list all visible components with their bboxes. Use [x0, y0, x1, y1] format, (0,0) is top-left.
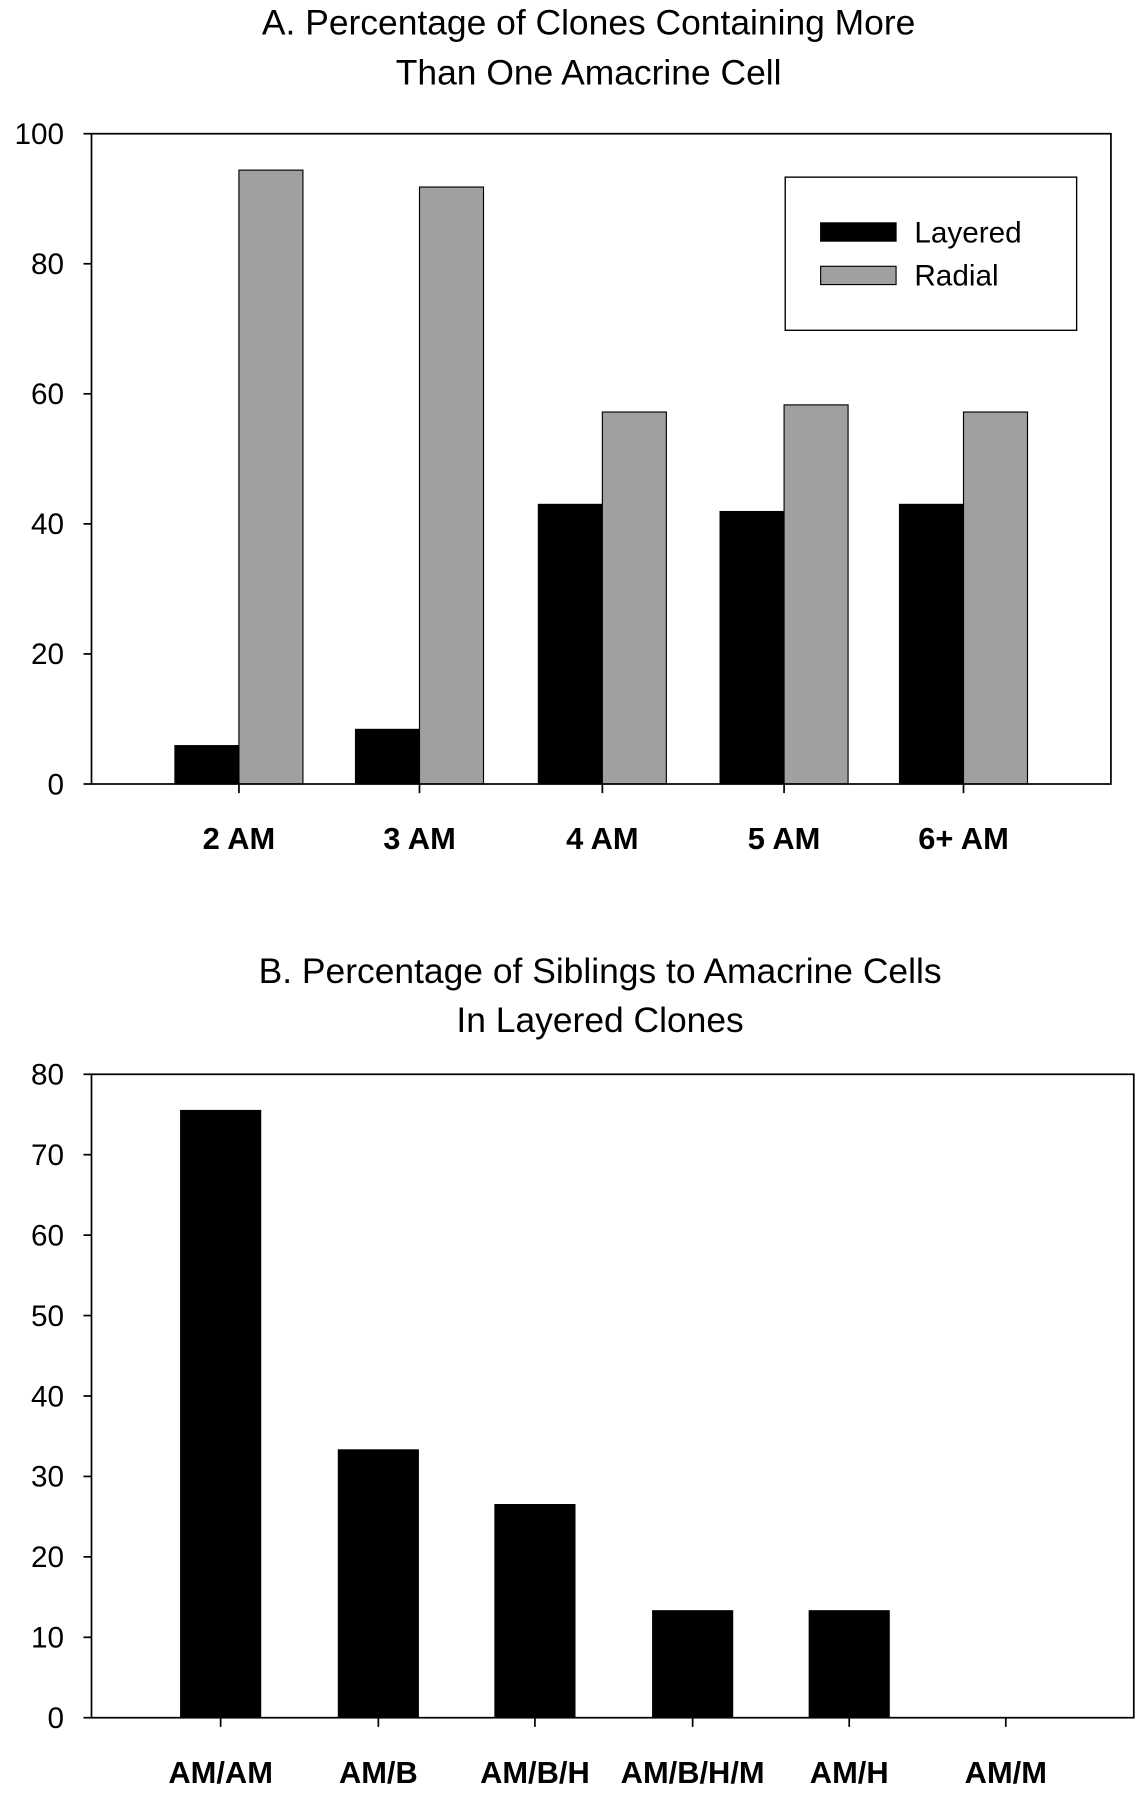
legend-label-radial: Radial: [914, 260, 998, 293]
x-tick-label: AM/H: [810, 1755, 889, 1790]
chart-title-line: A. Percentage of Clones Containing More: [262, 2, 915, 42]
legend-swatch-layered: [820, 222, 897, 242]
bar-radial-3-am: [418, 186, 485, 785]
bar-radial-2-am: [238, 169, 304, 785]
y-tick-label: 10: [31, 1622, 64, 1655]
y-tick-label: 80: [31, 248, 64, 281]
x-tick-label: 4 AM: [566, 821, 639, 856]
chart-title-line: In Layered Clones: [456, 1000, 743, 1040]
x-tick-label: AM/B/H/M: [621, 1755, 765, 1790]
x-tick-label: AM/B/H: [480, 1755, 590, 1790]
x-tick-label: 3 AM: [383, 821, 456, 856]
bar-layered-2-am: [174, 745, 240, 785]
bar-layered-4-am: [537, 503, 603, 785]
plot-frame: [90, 132, 1112, 785]
x-tick-label: AM/AM: [168, 1755, 273, 1790]
bar-layered-am-b-h-m: [652, 1610, 734, 1719]
y-tick-label: 70: [31, 1139, 64, 1172]
legend-label-layered: Layered: [914, 216, 1021, 249]
bar-layered-am-b: [337, 1449, 419, 1719]
y-tick-label: 50: [31, 1300, 64, 1333]
y-tick-label: 20: [31, 638, 64, 671]
y-tick-label: 60: [31, 1219, 64, 1252]
y-tick-label: 0: [48, 1702, 65, 1735]
bar-radial-5-am: [783, 404, 849, 785]
bar-radial-4-am: [601, 411, 667, 785]
bar-layered-6-am: [898, 503, 965, 785]
y-tick-label: 40: [31, 1380, 64, 1413]
bar-layered-5-am: [719, 510, 785, 785]
legend-swatch-radial: [820, 265, 897, 286]
y-tick-label: 100: [15, 118, 65, 151]
legend-box: [784, 176, 1078, 331]
bar-layered-am-h: [808, 1610, 890, 1719]
y-tick-label: 30: [31, 1461, 64, 1494]
y-tick-label: 40: [31, 508, 64, 541]
bar-layered-am-am: [180, 1109, 262, 1719]
chart-title-line: Than One Amacrine Cell: [396, 53, 782, 93]
x-tick-label: 6+ AM: [918, 821, 1009, 856]
bar-radial-6-am: [962, 411, 1029, 785]
bar-layered-am-b-h: [494, 1504, 576, 1719]
y-tick-label: 60: [31, 378, 64, 411]
chart-title-line: B. Percentage of Siblings to Amacrine Ce…: [259, 951, 942, 991]
y-tick-label: 80: [31, 1059, 64, 1092]
y-tick-label: 20: [31, 1541, 64, 1574]
x-tick-label: 2 AM: [203, 821, 276, 856]
x-tick-label: AM/B: [339, 1755, 418, 1790]
x-tick-label: 5 AM: [748, 821, 821, 856]
x-tick-label: AM/M: [965, 1755, 1047, 1790]
y-tick-label: 0: [48, 768, 65, 801]
bar-layered-3-am: [354, 728, 421, 785]
